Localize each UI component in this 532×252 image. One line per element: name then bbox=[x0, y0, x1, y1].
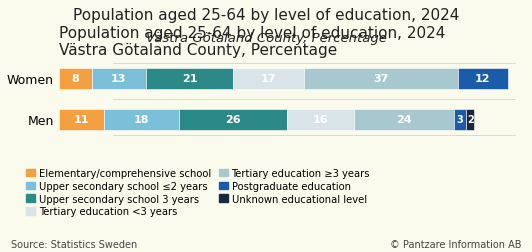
Bar bbox=[233, 69, 304, 90]
Bar bbox=[458, 69, 508, 90]
Text: 24: 24 bbox=[396, 115, 412, 125]
Bar bbox=[104, 109, 179, 131]
Text: 26: 26 bbox=[226, 115, 241, 125]
Bar bbox=[92, 69, 146, 90]
Text: 16: 16 bbox=[313, 115, 328, 125]
Text: 37: 37 bbox=[373, 74, 388, 84]
Text: 18: 18 bbox=[134, 115, 149, 125]
Text: Source: Statistics Sweden: Source: Statistics Sweden bbox=[11, 239, 137, 249]
Bar bbox=[466, 109, 475, 131]
Text: 13: 13 bbox=[111, 74, 127, 84]
Text: Population aged 25-64 by level of education, 2024: Population aged 25-64 by level of educat… bbox=[73, 8, 459, 22]
Text: 17: 17 bbox=[261, 74, 276, 84]
Text: Population aged 25-64 by level of education, 2024
Västra Götaland County, Percen: Population aged 25-64 by level of educat… bbox=[59, 26, 445, 58]
Bar bbox=[59, 109, 104, 131]
Text: 12: 12 bbox=[475, 74, 491, 84]
Text: 3: 3 bbox=[456, 115, 463, 125]
Bar bbox=[59, 69, 92, 90]
Bar bbox=[287, 109, 354, 131]
Text: © Pantzare Information AB: © Pantzare Information AB bbox=[390, 239, 521, 249]
Legend: Elementary/comprehensive school, Upper secondary school ≤2 years, Upper secondar: Elementary/comprehensive school, Upper s… bbox=[22, 164, 374, 220]
Text: 8: 8 bbox=[71, 74, 79, 84]
Text: Västra Götaland County, Percentage: Västra Götaland County, Percentage bbox=[146, 32, 386, 44]
Bar bbox=[304, 69, 458, 90]
Bar bbox=[179, 109, 287, 131]
Bar bbox=[354, 109, 454, 131]
Text: 2: 2 bbox=[467, 115, 473, 125]
Text: 11: 11 bbox=[73, 115, 89, 125]
Text: 21: 21 bbox=[182, 74, 197, 84]
Bar bbox=[454, 109, 466, 131]
Bar bbox=[146, 69, 233, 90]
